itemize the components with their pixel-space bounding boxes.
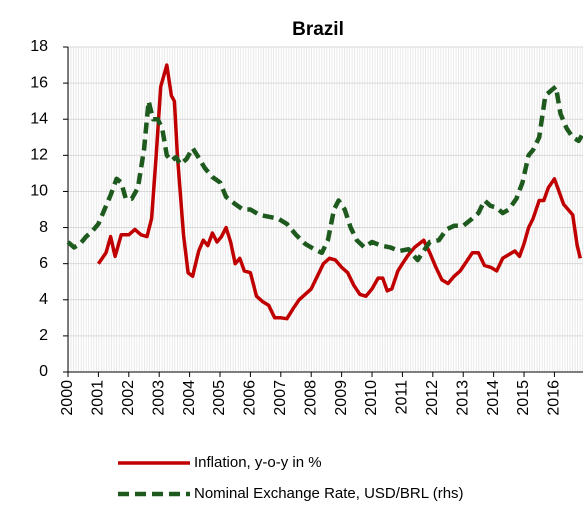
y-tick-label: 2 xyxy=(39,327,48,344)
x-tick-label: 2008 xyxy=(302,380,319,416)
y-tick-label: 16 xyxy=(30,74,48,91)
x-tick-label: 2009 xyxy=(333,380,350,416)
x-tick-label: 2011 xyxy=(394,380,411,415)
x-tick-label: 2004 xyxy=(181,380,198,416)
x-tick-label: 2013 xyxy=(454,380,471,416)
y-tick-label: 4 xyxy=(39,291,48,308)
chart-title: Brazil xyxy=(292,19,344,40)
y-tick-label: 14 xyxy=(30,110,48,127)
x-tick-label: 2003 xyxy=(150,380,167,416)
y-tick-label: 0 xyxy=(39,363,48,380)
x-tick-label: 2012 xyxy=(424,380,441,416)
x-tick-label: 2010 xyxy=(363,380,380,416)
x-tick-label: 2002 xyxy=(120,380,137,416)
x-tick-label: 2001 xyxy=(90,380,107,416)
x-tick-label: 2006 xyxy=(242,380,259,416)
legend-label: Inflation, y-o-y in % xyxy=(194,454,322,471)
y-tick-label: 12 xyxy=(30,147,48,164)
data-line xyxy=(96,63,583,321)
x-tick-label: 2016 xyxy=(546,380,563,416)
y-tick-label: 10 xyxy=(30,183,48,200)
x-tick-label: 2015 xyxy=(515,380,532,416)
legend-label: Nominal Exchange Rate, USD/BRL (rhs) xyxy=(194,485,464,502)
y-tick-label: 8 xyxy=(39,219,48,236)
data-line xyxy=(66,84,583,263)
x-tick-label: 2014 xyxy=(485,380,502,416)
x-tick-label: 2005 xyxy=(211,380,228,416)
y-tick-label: 6 xyxy=(39,255,48,272)
x-tick-label: 2007 xyxy=(272,380,289,416)
x-tick-label: 2000 xyxy=(59,380,76,416)
y-tick-label: 18 xyxy=(30,38,48,55)
